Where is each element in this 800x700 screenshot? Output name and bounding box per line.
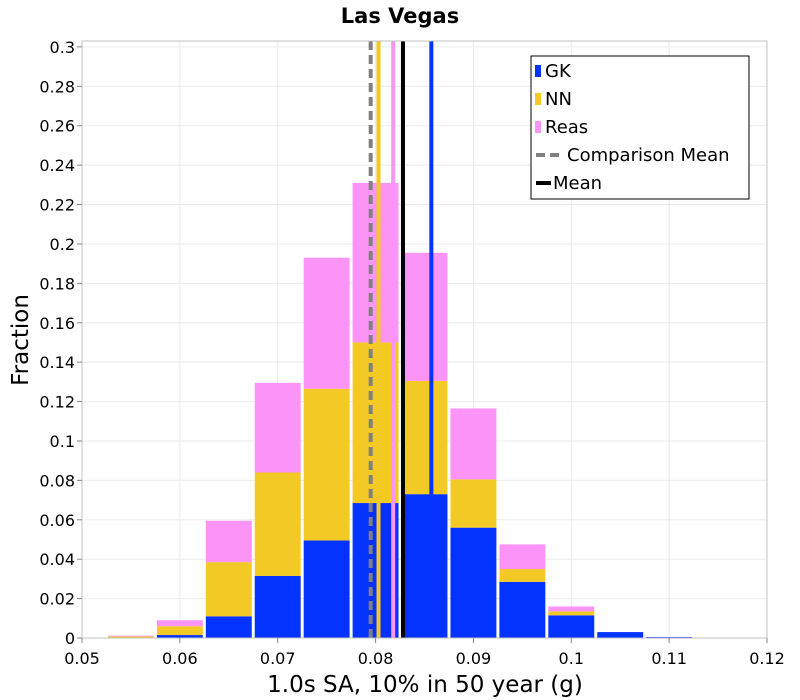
bar-gk-10 [597, 632, 644, 638]
bar-gk-7 [450, 527, 497, 638]
legend-label-nn: NN [545, 89, 572, 110]
x-axis-ticks: 0.05 0.06 0.07 0.08 0.09 0.1 0.11 0.12 [64, 638, 785, 668]
plot-frame [81, 40, 768, 639]
x-tick-label: 0.08 [358, 649, 394, 668]
bar-gk-9 [548, 615, 595, 638]
bar-nn-6 [401, 380, 448, 495]
x-tick-label: 0.12 [749, 649, 785, 668]
bar-nn-1 [156, 626, 203, 636]
legend-swatch-reas [535, 121, 541, 133]
y-tick-label: 0.1 [50, 432, 75, 451]
x-tick-label: 0.1 [559, 649, 584, 668]
x-tick-label: 0.11 [651, 649, 687, 668]
y-tick-label: 0 [65, 629, 75, 648]
y-tick-label: 0.06 [39, 511, 75, 530]
legend-label-comparison-mean: Comparison Mean [567, 145, 730, 166]
x-tick-label: 0.05 [64, 649, 100, 668]
bar-reas-5 [352, 182, 399, 343]
bar-nn-5 [352, 342, 399, 504]
bar-gk-5 [352, 503, 399, 638]
y-tick-label: 0.18 [39, 274, 75, 293]
bar-reas-6 [401, 252, 448, 381]
y-tick-label: 0.16 [39, 314, 75, 333]
x-tick-label: 0.09 [456, 649, 492, 668]
y-axis-ticks: 0 0.02 0.04 0.06 0.08 0.1 0.12 0.14 0.16 0.18 0.2 0… [39, 38, 82, 648]
mean-lines [368, 41, 434, 638]
bar-nn-7 [450, 479, 497, 528]
bar-gk-2 [205, 616, 252, 638]
bar-nn-4 [303, 388, 350, 541]
legend-box [530, 55, 750, 200]
legend-label-reas: Reas [545, 117, 588, 138]
legend: GK NN Reas Comparison Mean Mean [530, 55, 750, 200]
x-tick-label: 0.06 [162, 649, 198, 668]
x-tick-label: 0.07 [260, 649, 296, 668]
y-tick-label: 0.24 [39, 156, 75, 175]
bar-gk-4 [303, 540, 350, 638]
bar-gk-8 [499, 581, 546, 638]
legend-label-mean: Mean [553, 173, 602, 194]
bar-reas-9 [548, 606, 595, 612]
y-tick-label: 0.2 [50, 235, 75, 254]
bar-nn-2 [205, 562, 252, 617]
bar-reas-2 [205, 520, 252, 563]
bar-nn-8 [499, 569, 546, 582]
bar-reas-3 [254, 382, 301, 473]
y-tick-label: 0.02 [39, 590, 75, 609]
y-tick-label: 0.22 [39, 196, 75, 215]
y-tick-label: 0.14 [39, 353, 75, 372]
bar-reas-1 [156, 620, 203, 627]
y-tick-label: 0.3 [50, 38, 75, 57]
y-tick-label: 0.04 [39, 550, 75, 569]
y-tick-label: 0.26 [39, 117, 75, 136]
x-axis-label: 1.0s SA, 10% in 50 year (g) [267, 672, 583, 698]
legend-label-gk: GK [545, 61, 572, 82]
bar-nn-9 [548, 611, 595, 616]
bar-gk-1 [156, 635, 203, 638]
y-axis-label: Fraction [8, 294, 34, 386]
bar-reas-8 [499, 544, 546, 570]
legend-swatch-gk [535, 65, 541, 77]
stacked-bars [107, 182, 693, 638]
y-tick-label: 0.12 [39, 393, 75, 412]
bar-nn-0 [107, 636, 154, 638]
y-tick-label: 0.08 [39, 471, 75, 490]
bar-reas-0 [107, 635, 154, 637]
bar-gk-6 [401, 494, 448, 638]
bar-reas-4 [303, 257, 350, 389]
chart-title: Las Vegas [341, 4, 459, 28]
legend-swatch-nn [535, 93, 541, 105]
bar-reas-7 [450, 408, 497, 480]
bar-gk-3 [254, 575, 301, 638]
y-tick-label: 0.28 [39, 77, 75, 96]
bar-nn-3 [254, 472, 301, 576]
